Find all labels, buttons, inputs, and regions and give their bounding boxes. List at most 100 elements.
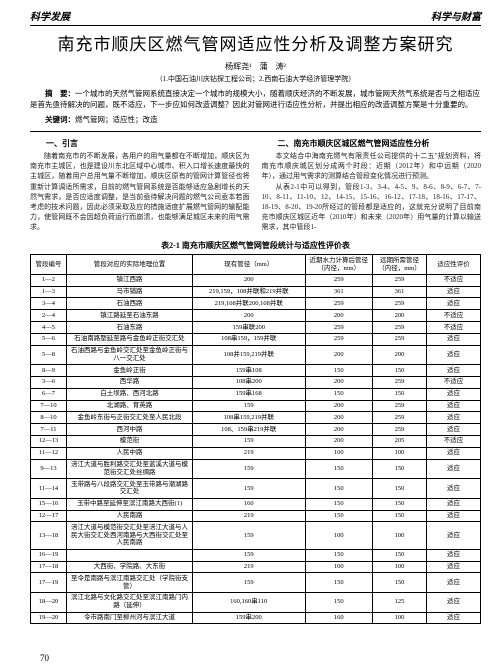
table-cell: 适应 xyxy=(427,286,481,298)
affiliations: （1.中国石油川庆钻探工程公司；2.西南石油大学经济管理学院） xyxy=(30,74,481,84)
table-cell: 令市路南门至柳州河与滨江大道 xyxy=(67,612,193,624)
table-row: 12—13模范街159200205不适应 xyxy=(31,435,481,447)
table-cell: 不适应 xyxy=(427,435,481,447)
table-cell: 200 xyxy=(373,310,427,322)
table-cell: 适应 xyxy=(427,459,481,479)
table-cell: 200 xyxy=(193,310,306,322)
table-cell: 不适应 xyxy=(427,322,481,334)
table-cell: 159 xyxy=(193,479,306,499)
table-cell: 玉带路与八段路交汇处至玉带路与潮湖路交汇处 xyxy=(67,479,193,499)
table-cell: 200 xyxy=(305,345,373,365)
table-cell: 金鱼岭正街 xyxy=(67,365,193,377)
section1-para: 随着南充市的不断发展，各用户的用气量都在不断增加，顺庆区为南充市主城区，也是建设… xyxy=(30,151,250,232)
table-cell: 15—16 xyxy=(31,498,67,510)
table-cell: 4—5 xyxy=(31,322,67,334)
table-cell: 200 xyxy=(305,435,373,447)
table-body: 1—2镇江西路200259259不适应1—3马市铺路219,159，108并联和… xyxy=(31,274,481,624)
table-cell: 2—4 xyxy=(31,310,67,322)
table-caption: 表2-1 南充市顺庆区燃气管网管段统计与适应性评价表 xyxy=(30,240,481,251)
table-cell: 150 xyxy=(305,365,373,377)
table-cell: 150 xyxy=(305,592,373,612)
table-header-cell: 远期所需管径（内径，mm） xyxy=(373,255,427,275)
table-cell: 125 xyxy=(373,592,427,612)
table-row: 2—4镇江路延至石油东路200200200不适应 xyxy=(31,310,481,322)
table-cell: 150 xyxy=(373,365,427,377)
table-row: 3—4石油西路219,108并联200,108并联259259适应 xyxy=(31,298,481,310)
table-cell: 8—10 xyxy=(31,412,67,424)
table-cell: 150 xyxy=(305,549,373,561)
table-row: 8—9金鱼岭正街159串108150150适应 xyxy=(31,365,481,377)
table-cell: 11—12 xyxy=(31,447,67,459)
table-cell: 18—20 xyxy=(31,592,67,612)
table-row: 7—10北湖路、育英路159200259适应 xyxy=(31,400,481,412)
table-cell: 200 xyxy=(305,310,373,322)
table-cell: 100 xyxy=(305,522,373,549)
table-cell: 适应 xyxy=(427,365,481,377)
table-cell: 200 xyxy=(305,376,373,388)
table-cell: 适应 xyxy=(427,479,481,499)
table-cell: 适应 xyxy=(427,498,481,510)
header-right: 科学与财富 xyxy=(431,8,481,23)
table-cell: 适应 xyxy=(427,333,481,345)
table-cell: 200 xyxy=(193,274,306,286)
table-cell: 108、159串219并联 xyxy=(193,424,306,436)
table-cell: 不适应 xyxy=(427,310,481,322)
table-cell: 259 xyxy=(373,424,427,436)
table-row: 18—20滨江北路与文化路交汇处至滨江南路门内路（延伸）160,160串1101… xyxy=(31,592,481,612)
table-cell: 160 xyxy=(193,498,306,510)
table-cell: 159 xyxy=(193,435,306,447)
table-cell: 150 xyxy=(373,388,427,400)
table-row: 17—18大西街、学院路、大东街219100100适应 xyxy=(31,561,481,573)
keywords: 关键词：燃气管网；适应性；改造 xyxy=(30,114,481,125)
table-row: 5—6石油南路塈延至路与金鱼岭正街交汇处108串159，159并联259259适… xyxy=(31,333,481,345)
table-row: 13—18涪江大道与模范街交汇处至涪江大道与人民大街交汇处西河南路与大西街交汇处… xyxy=(31,522,481,549)
table-cell: 150 xyxy=(305,498,373,510)
table-cell: 适应 xyxy=(427,412,481,424)
table-cell: 人民南路 xyxy=(67,510,193,522)
table-row: 15—16玉带中路至延伸至滨江南路大西街(1)160150150适应 xyxy=(31,498,481,510)
table-cell: 白土坝路、西河北路 xyxy=(67,388,193,400)
table-cell: 160 xyxy=(305,612,373,624)
table-cell: 玉带中路至延伸至滨江南路大西街(1) xyxy=(67,498,193,510)
table-row: 8—10金鱼岭东街与正街交汇处至人民北段108串159,219并联200259适… xyxy=(31,412,481,424)
table-header-row: 管段编号管段对应的实际地理位置现有管径（mm）近期水力计算后管径（内径，mm）远… xyxy=(31,255,481,275)
table-header-cell: 近期水力计算后管径（内径，mm） xyxy=(305,255,373,275)
table-cell: 259 xyxy=(373,322,427,334)
table-cell: 至令是南路与滨江南路交汇处（学院街支管） xyxy=(67,573,193,593)
table-cell: 150 xyxy=(373,479,427,499)
table-cell: 100 xyxy=(305,447,373,459)
table-cell: 11—14 xyxy=(31,479,67,499)
table-cell: 镇江西路 xyxy=(67,274,193,286)
table-row: 16—19159150150适应 xyxy=(31,549,481,561)
table-cell: 西河中路 xyxy=(67,424,193,436)
table-cell: 200 xyxy=(305,400,373,412)
table-row: 1—3马市铺路219,159，108并联和219并联361361适应 xyxy=(31,286,481,298)
table-cell: 259 xyxy=(305,322,373,334)
table-row: 1—2镇江西路200259259不适应 xyxy=(31,274,481,286)
table-row: 5—8石油西路与金鱼岭交汇处至金鱼岭正街与八一交汇处108并159,219并联2… xyxy=(31,345,481,365)
table-cell: 1—2 xyxy=(31,274,67,286)
header-left: 科学发展 xyxy=(30,8,70,23)
table-cell: 150 xyxy=(305,573,373,593)
table-cell: 259 xyxy=(373,333,427,345)
table-cell: 5—6 xyxy=(31,333,67,345)
table-cell: 大西街、学院路、大东街 xyxy=(67,561,193,573)
table-cell: 涪江大道与胜利路交汇处至蓝溪大道与模范街交汇处丝绸路 xyxy=(67,459,193,479)
table-cell: 159串168 xyxy=(193,388,306,400)
table-cell: 12—13 xyxy=(31,435,67,447)
section1-heading: 一、引言 xyxy=(30,138,250,150)
section2-para2: 从表2-1中可以得到，管段1-3、3-4、4-5、9、8-6、8-9、6-7、7… xyxy=(262,182,482,233)
table-cell: 人民中路 xyxy=(67,447,193,459)
table-cell: 100 xyxy=(373,447,427,459)
table-cell: 219,159，108并联和219并联 xyxy=(193,286,306,298)
table-cell: 北湖路、育英路 xyxy=(67,400,193,412)
table-cell: 不适应 xyxy=(427,376,481,388)
table-cell: 200 xyxy=(305,412,373,424)
table-cell: 219 xyxy=(193,447,306,459)
table-cell: 适应 xyxy=(427,298,481,310)
table-cell: 1—3 xyxy=(31,286,67,298)
table-cell: 适应 xyxy=(427,592,481,612)
table-cell: 159 xyxy=(193,459,306,479)
table-cell: 适应 xyxy=(427,549,481,561)
table-cell: 涪江大道与模范街交汇处至涪江大道与人民大街交汇处西河南路与大西街交汇处至人民南路 xyxy=(67,522,193,549)
